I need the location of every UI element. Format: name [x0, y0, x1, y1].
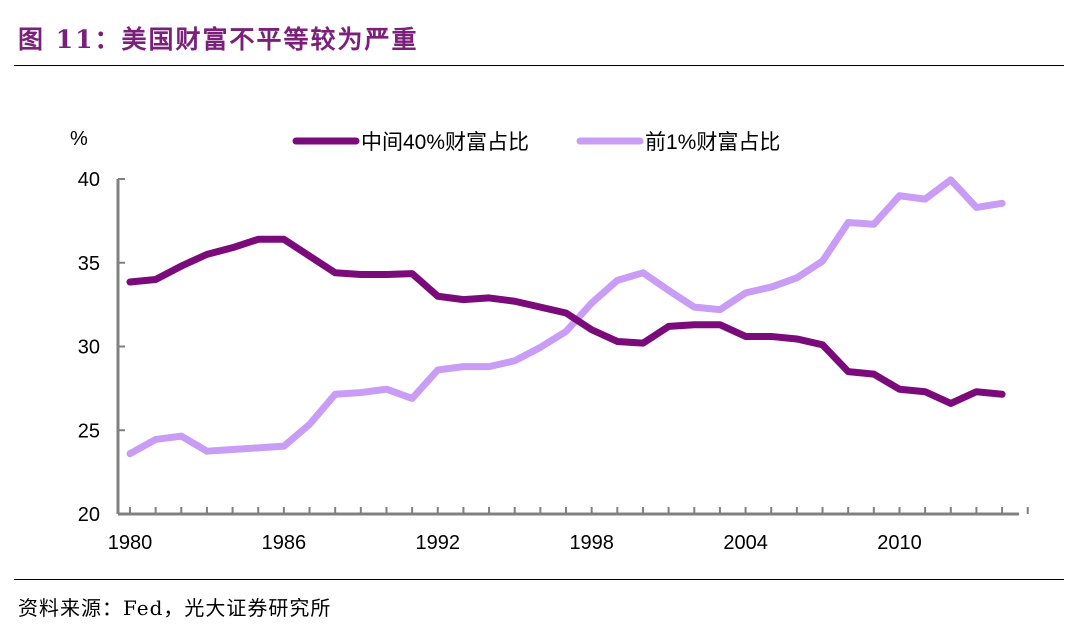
y-tick-label: 20: [78, 504, 100, 526]
line-chart: 20 25 30 35 40 1980 1986 1992 1998 2004 2010% 中间40%…: [70, 128, 1029, 554]
x-tick-label: 2004: [723, 532, 768, 554]
x-tick-label: 1992: [416, 532, 461, 554]
top-divider: [14, 65, 1064, 66]
legend-label: 中间40%财富占比: [361, 131, 529, 154]
x-tick-label: 1998: [569, 532, 614, 554]
series-line: [126, 176, 1006, 458]
x-tick-label: 1986: [262, 532, 307, 554]
series-line: [126, 235, 1006, 407]
figure-title: 图 11：美国财富不平等较为严重: [18, 25, 419, 54]
x-tick-label: 2010: [877, 532, 922, 554]
y-tick-label: 40: [78, 169, 100, 191]
y-tick-label: 35: [78, 253, 100, 275]
source-note: 资料来源：Fed，光大证券研究所: [18, 596, 332, 620]
y-tick-label: 30: [78, 337, 100, 359]
legend-label: 前1%财富占比: [645, 131, 780, 154]
y-tick-label: 25: [78, 420, 100, 442]
bottom-divider: [14, 579, 1064, 580]
y-axis-unit: %: [70, 128, 88, 150]
x-tick-label: 1980: [108, 532, 153, 554]
